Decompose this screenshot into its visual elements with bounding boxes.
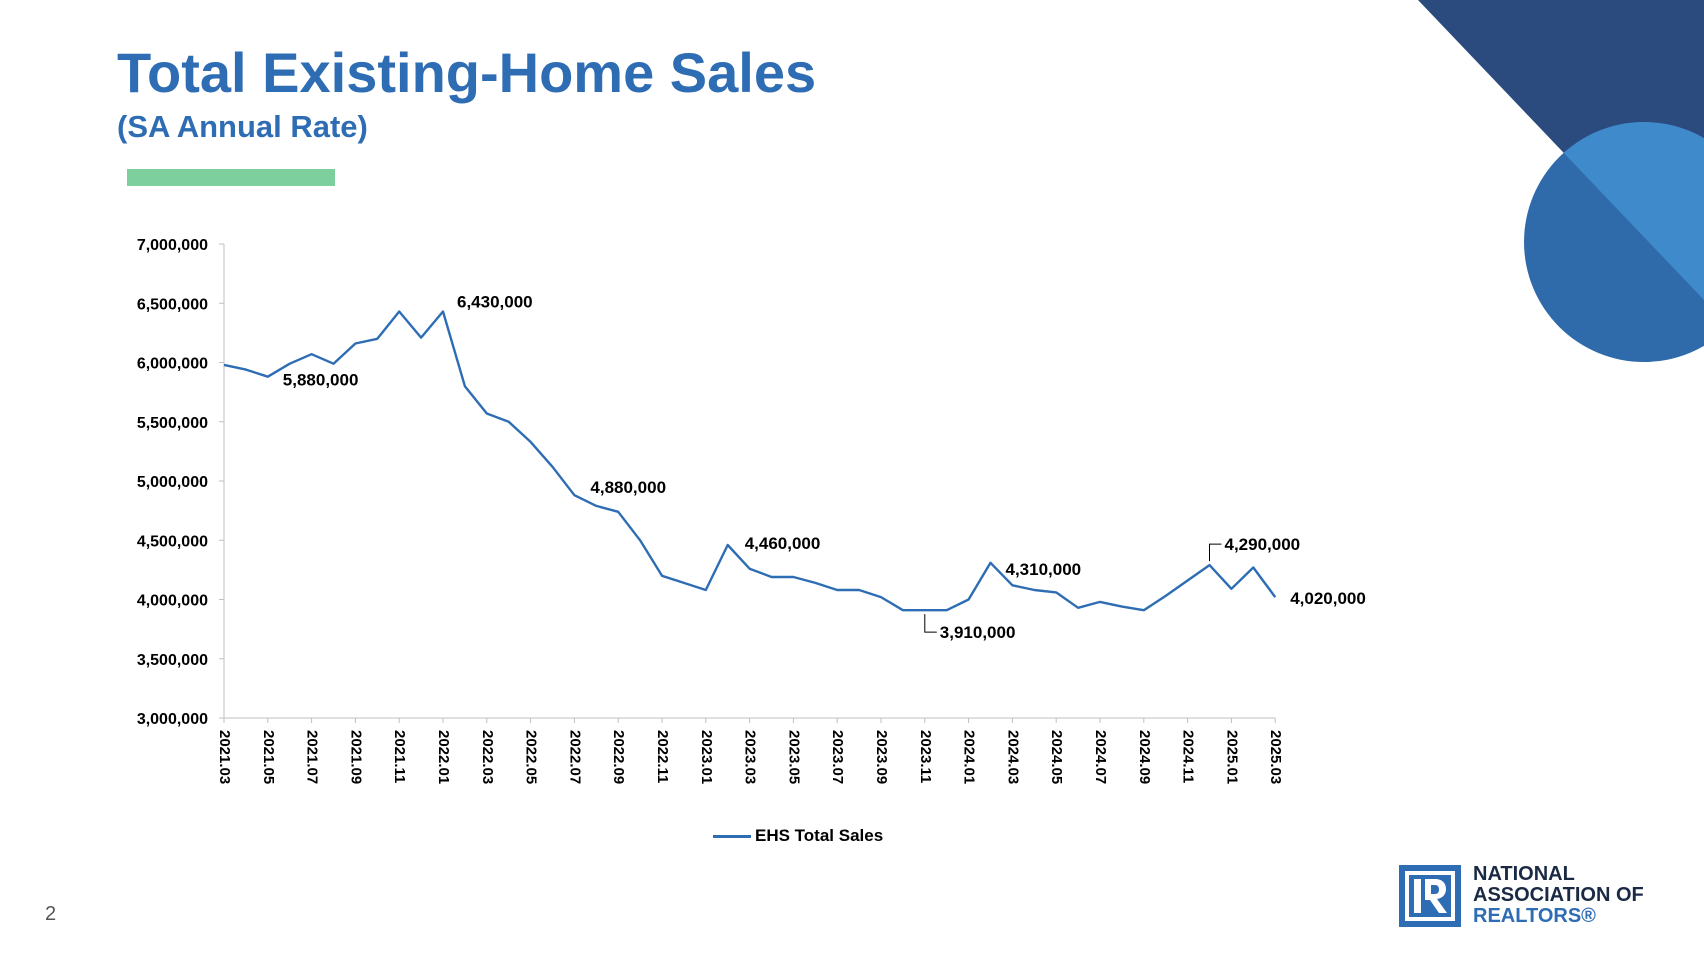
x-tick-label: 2023.01	[698, 730, 715, 784]
x-tick-label: 2022.11	[654, 730, 671, 783]
legend-label: EHS Total Sales	[755, 826, 884, 845]
y-axis: 3,000,000 3,500,000 4,000,000 4,500,000 5,00…	[137, 237, 225, 728]
realtor-r-logo-icon	[1399, 864, 1461, 927]
nar-logo: NATIONAL ASSOCIATION OF REALTORS®	[1399, 864, 1644, 927]
legend-swatch	[713, 834, 751, 838]
y-tick-label: 7,000,000	[137, 237, 208, 254]
data-label: 4,460,000	[745, 534, 821, 553]
x-tick-label: 2023.05	[785, 730, 802, 784]
y-tick-label: 4,000,000	[137, 593, 208, 610]
x-tick-label: 2021.11	[391, 730, 408, 783]
data-labels: 5,880,000 6,430,000 4,880,000 4,460,000 3,91…	[283, 293, 1366, 643]
data-label: 3,910,000	[940, 623, 1016, 642]
x-tick-label: 2024.11	[1180, 730, 1197, 783]
chart-legend: EHS Total Sales	[713, 826, 883, 846]
series-line	[223, 310, 1277, 612]
x-tick-label: 2021.07	[304, 730, 321, 784]
slide-title: Total Existing-Home Sales	[117, 41, 817, 104]
logo-line-association: ASSOCIATION OF	[1473, 884, 1644, 906]
series-group	[223, 310, 1277, 612]
x-tick-label: 2024.07	[1092, 730, 1109, 784]
x-tick-label: 2022.03	[479, 730, 496, 784]
y-tick-label: 4,500,000	[137, 533, 208, 550]
x-tick-label: 2025.01	[1223, 730, 1240, 784]
logo-line-national: NATIONAL	[1473, 863, 1575, 885]
x-tick-label: 2023.09	[873, 730, 890, 784]
y-tick-label: 6,000,000	[137, 356, 208, 373]
data-label: 4,290,000	[1225, 535, 1301, 554]
x-tick-label: 2024.09	[1136, 730, 1153, 784]
y-tick-label: 3,000,000	[137, 711, 208, 728]
x-tick-label: 2025.03	[1267, 730, 1284, 784]
data-label: 5,880,000	[283, 371, 359, 390]
data-label: 4,310,000	[1006, 560, 1082, 579]
page-number: 2	[45, 903, 57, 925]
x-tick-label: 2022.01	[435, 730, 452, 784]
logo-line-realtors: REALTORS®	[1473, 905, 1596, 927]
accent-bar	[127, 169, 335, 186]
x-axis: 2021.03 2021.05 2021.07 2021.09 2021.11 2022.…	[216, 717, 1284, 784]
x-tick-label: 2022.09	[610, 730, 627, 784]
data-label-leader	[924, 614, 937, 633]
x-tick-label: 2024.05	[1048, 730, 1065, 784]
logo-text: NATIONAL ASSOCIATION OF REALTORS®	[1473, 864, 1644, 927]
x-tick-label: 2022.07	[566, 730, 583, 784]
x-tick-label: 2024.03	[1004, 730, 1021, 784]
y-tick-label: 3,500,000	[137, 652, 208, 669]
data-label: 6,430,000	[457, 293, 533, 312]
slide-subtitle: (SA Annual Rate)	[117, 109, 368, 144]
x-tick-label: 2024.01	[961, 730, 978, 784]
y-tick-label: 6,500,000	[137, 296, 208, 313]
x-tick-label: 2023.11	[917, 730, 934, 783]
x-tick-label: 2021.09	[347, 730, 364, 784]
x-tick-label: 2023.03	[742, 730, 759, 784]
x-tick-label: 2023.07	[829, 730, 846, 784]
y-tick-label: 5,500,000	[137, 415, 208, 432]
data-label: 4,880,000	[590, 478, 666, 497]
y-tick-label: 5,000,000	[137, 474, 208, 491]
data-label-leader	[1209, 543, 1222, 562]
data-label: 4,020,000	[1290, 589, 1366, 608]
x-tick-label: 2021.03	[216, 730, 233, 784]
x-tick-label: 2022.05	[523, 730, 540, 784]
x-tick-label: 2021.05	[260, 730, 277, 784]
